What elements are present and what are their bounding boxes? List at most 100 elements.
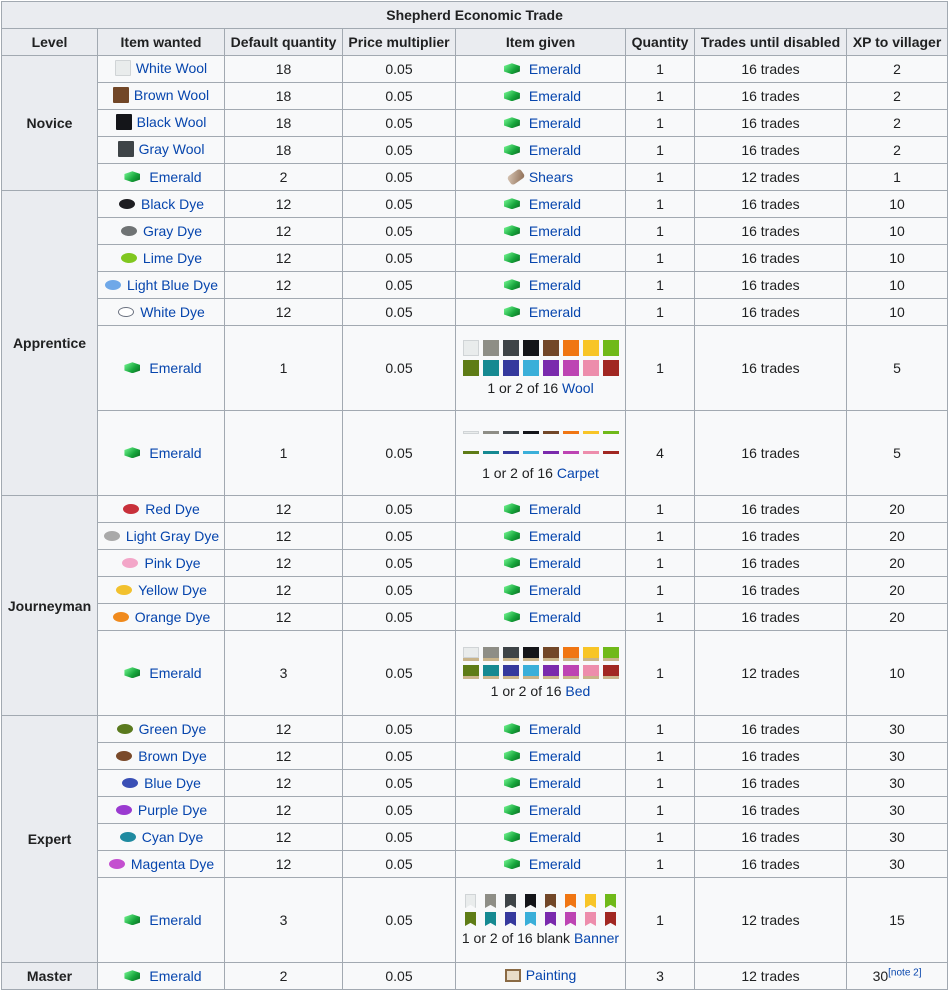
default-quantity: 12 — [224, 742, 343, 770]
item-given-cell: Emerald — [455, 271, 626, 299]
column-header: XP to villager — [845, 28, 948, 56]
item-given-link[interactable]: Wool — [562, 380, 594, 396]
item-wanted-link[interactable]: Cyan Dye — [141, 829, 204, 845]
item-wanted-link[interactable]: Emerald — [149, 168, 202, 185]
item-given-link[interactable]: Emerald — [528, 87, 582, 104]
item-given-link[interactable]: Emerald — [528, 500, 582, 517]
item-wanted-link[interactable]: Black Wool — [136, 113, 207, 130]
price-multiplier: 0.05 — [342, 55, 456, 83]
default-quantity: 3 — [224, 630, 343, 716]
item-given-link[interactable]: Emerald — [528, 527, 582, 544]
item-given-link[interactable]: Emerald — [528, 60, 582, 77]
level-expert: Expert — [1, 715, 98, 963]
color-swatch — [582, 647, 599, 661]
item-given-cell: Emerald — [455, 190, 626, 218]
item-given-link[interactable]: Emerald — [528, 855, 582, 872]
trades-until-disabled: 12 trades — [694, 163, 847, 191]
price-multiplier: 0.05 — [342, 136, 456, 164]
item-wanted: Pink Dye — [121, 555, 201, 571]
item-wanted-link[interactable]: Orange Dye — [134, 609, 211, 625]
color-swatch — [522, 340, 539, 356]
item-wanted-link[interactable]: Magenta Dye — [130, 856, 215, 872]
color-swatch — [482, 665, 499, 679]
price-multiplier: 0.05 — [342, 715, 456, 743]
item-given-cell: Shears — [455, 163, 626, 191]
price-multiplier: 0.05 — [342, 576, 456, 604]
item-wanted-link[interactable]: Lime Dye — [142, 250, 203, 266]
item-given-link[interactable]: Emerald — [528, 195, 582, 212]
item-given-link[interactable]: Emerald — [528, 774, 582, 791]
table-row: Gray Wool 18 0.05 Emerald 1 16 trades 2 — [2, 136, 948, 164]
item-wanted-link[interactable]: White Wool — [135, 59, 208, 76]
item-given-link[interactable]: Emerald — [528, 720, 582, 737]
item-wanted-link[interactable]: Yellow Dye — [138, 582, 207, 598]
item-wanted-cell: White Dye — [97, 298, 225, 326]
quantity: 1 — [625, 877, 695, 963]
item-given-link[interactable]: Emerald — [528, 581, 582, 598]
price-multiplier: 0.05 — [342, 850, 456, 878]
item-wanted-link[interactable]: Pink Dye — [144, 555, 201, 571]
item-wanted-cell: Black Dye — [97, 190, 225, 218]
item-wanted-link[interactable]: Green Dye — [138, 721, 207, 737]
item-given: Emerald — [500, 142, 581, 158]
item-wanted-link[interactable]: Gray Dye — [142, 223, 203, 239]
item-wanted-link[interactable]: Purple Dye — [137, 802, 208, 818]
table-row: Emerald 3 0.05 1 or 2 of 16 Bed 1 12 trades 10 — [2, 630, 948, 716]
item-wanted: Purple Dye — [115, 802, 207, 818]
item-wanted-link[interactable]: Brown Dye — [138, 748, 207, 764]
emerald-icon — [124, 447, 141, 459]
price-multiplier: 0.05 — [342, 630, 456, 716]
xp-value: 5 — [893, 360, 901, 376]
item-given-cell: Emerald — [455, 549, 626, 577]
item-wanted: Gray Dye — [120, 223, 202, 239]
item-given-link[interactable]: Emerald — [528, 801, 582, 818]
color-swatch — [542, 451, 559, 454]
quantity: 3 — [625, 962, 695, 990]
item-wanted-cell: Emerald — [97, 163, 225, 191]
item-wanted-link[interactable]: Emerald — [149, 359, 202, 376]
trades-until-disabled: 16 trades — [694, 715, 847, 743]
item-given-link[interactable]: Emerald — [528, 747, 582, 764]
item-wanted-link[interactable]: Emerald — [149, 664, 202, 681]
default-quantity: 12 — [224, 823, 343, 851]
item-wanted-link[interactable]: Brown Wool — [133, 86, 210, 103]
item-given-link[interactable]: Banner — [573, 930, 620, 946]
color-swatch — [482, 647, 499, 661]
item-wanted-link[interactable]: Gray Wool — [138, 140, 205, 157]
item-given-link[interactable]: Shears — [528, 169, 574, 185]
item-wanted-link[interactable]: White Dye — [140, 304, 205, 320]
item-given: Emerald — [500, 721, 581, 737]
item-wanted-link[interactable]: Emerald — [149, 911, 202, 928]
item-given-link[interactable]: Emerald — [528, 554, 582, 571]
item-given-prefix: 1 or 2 of 16 blank — [461, 930, 574, 946]
item-given-link[interactable]: Emerald — [528, 608, 582, 625]
emerald-icon — [503, 750, 520, 762]
item-given: Emerald — [500, 555, 581, 571]
item-given-link[interactable]: Emerald — [528, 249, 582, 266]
item-given-cell: Emerald — [455, 576, 626, 604]
color-swatch — [502, 431, 519, 434]
item-given-link[interactable]: Emerald — [528, 114, 582, 131]
item-given-link[interactable]: Painting — [525, 967, 577, 984]
item-given-link[interactable]: Carpet — [556, 465, 599, 481]
color-swatch — [562, 451, 579, 454]
item-given-link[interactable]: Emerald — [528, 303, 582, 320]
default-quantity: 12 — [224, 603, 343, 631]
item-given-cell: Emerald — [455, 715, 626, 743]
item-wanted-link[interactable]: Blue Dye — [144, 775, 201, 791]
item-wanted-link[interactable]: Red Dye — [145, 501, 200, 517]
item-given-link[interactable]: Emerald — [528, 222, 582, 239]
item-wanted-link[interactable]: Emerald — [149, 967, 202, 984]
item-wanted-link[interactable]: Light Gray Dye — [125, 528, 220, 544]
item-given-link[interactable]: Emerald — [528, 276, 582, 293]
emerald-icon — [124, 362, 141, 374]
note-reference-link[interactable]: [note 2] — [888, 967, 922, 979]
item-given-link[interactable]: Emerald — [528, 141, 582, 158]
item-given-link[interactable]: Emerald — [528, 828, 582, 845]
item-wanted-link[interactable]: Black Dye — [140, 196, 205, 212]
item-given-link[interactable]: Bed — [565, 683, 591, 699]
price-multiplier: 0.05 — [342, 769, 456, 797]
item-wanted-link[interactable]: Emerald — [149, 444, 202, 461]
item-wanted-link[interactable]: Light Blue Dye — [126, 277, 219, 293]
default-quantity: 12 — [224, 298, 343, 326]
